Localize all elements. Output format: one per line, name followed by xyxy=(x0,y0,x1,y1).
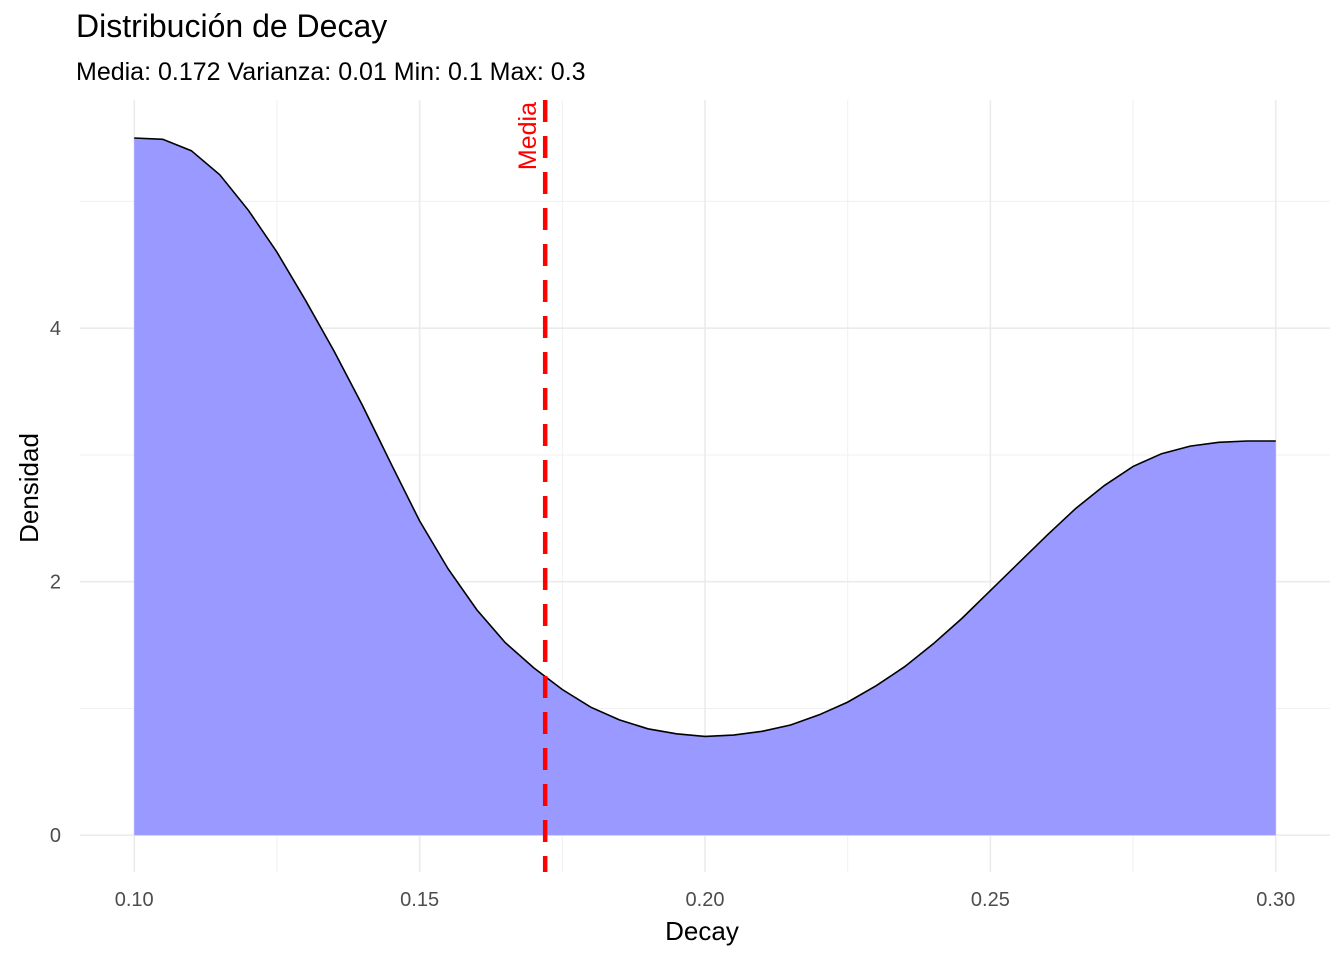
density-area xyxy=(134,138,1276,836)
x-tick-label: 0.30 xyxy=(1256,889,1295,911)
chart-title: Distribución de Decay xyxy=(76,8,388,44)
y-axis-title: Densidad xyxy=(14,433,44,543)
y-tick-labels: 0 2 4 xyxy=(50,318,61,847)
x-tick-label: 0.25 xyxy=(971,889,1010,911)
series-layer xyxy=(134,137,1276,836)
x-tick-labels: 0.10 0.15 0.20 0.25 0.30 xyxy=(115,889,1295,911)
x-tick-label: 0.10 xyxy=(115,889,154,911)
chart-subtitle: Media: 0.172 Varianza: 0.01 Min: 0.1 Max… xyxy=(76,58,586,86)
density-line xyxy=(134,137,1276,738)
y-tick-label: 2 xyxy=(50,572,61,594)
x-tick-label: 0.20 xyxy=(686,889,725,911)
y-tick-label: 4 xyxy=(50,318,61,340)
x-tick-label: 0.15 xyxy=(400,889,439,911)
mean-label: Media xyxy=(514,102,542,170)
mean-layer: Media xyxy=(514,100,548,872)
y-tick-label: 0 xyxy=(50,825,61,847)
x-axis-title: Decay xyxy=(665,916,739,946)
